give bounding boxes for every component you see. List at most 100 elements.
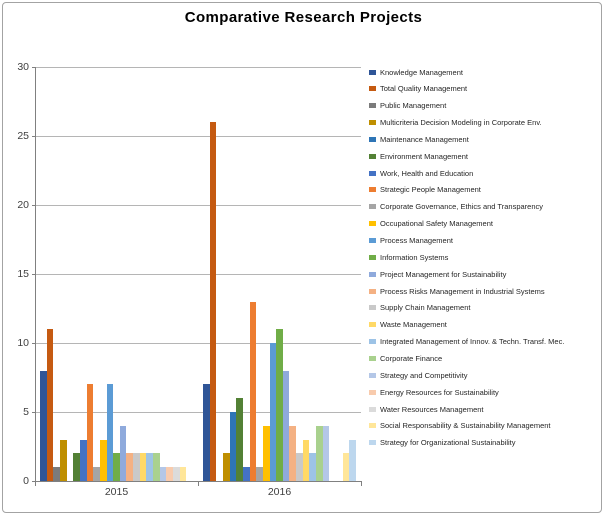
gridline — [35, 67, 361, 68]
legend-swatch-icon — [369, 170, 376, 176]
bar-2016-s11 — [269, 343, 277, 481]
bar-2016-s15 — [296, 453, 303, 481]
legend-label: Strategic People Management — [380, 185, 481, 195]
y-axis-tick-label: 15 — [17, 268, 29, 280]
y-axis-tick-label: 0 — [23, 475, 29, 487]
bar-2015-s13 — [119, 425, 127, 481]
legend-swatch-icon — [369, 406, 376, 412]
legend-swatch-icon — [369, 389, 376, 395]
bar-2016-s12 — [276, 329, 283, 481]
bar-2015-s22 — [179, 467, 187, 481]
legend-label: Maintenance Management — [380, 134, 469, 144]
bar-2015-s14 — [126, 453, 134, 481]
bar-2015-s11 — [106, 384, 114, 481]
bar-2015-s19 — [159, 467, 167, 481]
legend-label: Public Management — [380, 101, 447, 111]
legend-label: Process Management — [380, 236, 453, 245]
legend-label: Water Resources Management — [380, 404, 484, 414]
y-axis-tick — [32, 205, 35, 206]
bar-2016-s14 — [289, 425, 297, 481]
bar-2015-s18 — [153, 453, 160, 481]
legend-label: Work, Health and Education — [380, 168, 474, 178]
x-axis-tick — [35, 482, 36, 486]
bar-2016-s17 — [309, 453, 317, 481]
legend-swatch-icon — [369, 440, 376, 446]
x-axis-line — [35, 481, 362, 482]
bar-2016-s13 — [282, 370, 290, 481]
legend-swatch-icon — [369, 69, 376, 75]
y-axis-tick — [32, 136, 35, 137]
legend-label: Strategy for Organizational Sustainabili… — [380, 438, 516, 448]
legend-label: Project Management for Sustainability — [380, 269, 507, 279]
bar-2015-s6 — [73, 453, 80, 481]
legend-swatch-icon — [369, 103, 376, 109]
legend-swatch-icon — [369, 423, 376, 429]
bar-2016-s10 — [262, 425, 270, 481]
y-axis-tick — [32, 481, 35, 482]
bar-2015-s21 — [173, 467, 180, 481]
bar-2016-s1 — [203, 384, 210, 481]
gridline — [35, 205, 361, 206]
bar-2015-s15 — [133, 453, 140, 481]
bar-2015-s20 — [166, 467, 174, 481]
y-axis-tick-label: 10 — [17, 337, 29, 349]
y-axis-line — [35, 67, 36, 481]
legend-swatch-icon — [369, 355, 376, 361]
legend-swatch-icon — [369, 305, 376, 311]
legend-label: Knowledge Management — [380, 67, 463, 77]
gridline — [35, 136, 361, 137]
legend-label: Corporate Governance, Ethics and Transpa… — [380, 202, 544, 212]
bar-2016-s8 — [249, 301, 257, 481]
legend-swatch-icon — [369, 153, 376, 159]
bar-2015-s16 — [139, 453, 147, 481]
y-axis-tick — [32, 412, 35, 413]
legend-swatch-icon — [369, 120, 376, 126]
legend-label: Social Responsability & Sustainability M… — [380, 421, 551, 431]
legend-label: Multicriteria Decision Modeling in Corpo… — [380, 118, 542, 128]
gridline — [35, 412, 361, 413]
bar-2015-s12 — [113, 453, 120, 481]
y-axis-tick — [32, 343, 35, 344]
x-axis-tick — [361, 482, 362, 486]
legend-swatch-icon — [369, 288, 376, 294]
bar-2016-s16 — [302, 439, 310, 481]
bar-2016-s4 — [222, 453, 230, 481]
legend-swatch-icon — [369, 254, 376, 260]
bar-2015-s9 — [93, 467, 100, 481]
legend-swatch-icon — [369, 221, 376, 227]
legend-swatch-icon — [369, 136, 376, 142]
bar-2015-s4 — [59, 439, 67, 481]
bar-2016-s5 — [229, 412, 237, 481]
y-axis-tick-label: 5 — [23, 406, 29, 418]
legend-swatch-icon — [369, 372, 376, 378]
legend-swatch-icon — [369, 204, 376, 210]
bar-2016-s2 — [209, 122, 217, 481]
bar-2016-s19 — [322, 425, 330, 481]
bar-2015-s2 — [46, 329, 54, 481]
x-axis-label: 2016 — [267, 486, 292, 498]
chart-frame — [2, 2, 602, 513]
bar-2016-s23 — [349, 439, 356, 481]
bar-2015-s1 — [40, 370, 47, 481]
y-axis-tick — [32, 67, 35, 68]
legend-swatch-icon — [369, 187, 376, 193]
legend-label: Occupational Safety Management — [380, 219, 493, 229]
legend-swatch-icon — [369, 322, 376, 328]
y-axis-tick — [32, 274, 35, 275]
legend-swatch-icon — [369, 339, 376, 345]
legend-label: Strategy and Competitivity — [380, 370, 468, 380]
y-axis-tick-label: 25 — [17, 130, 29, 142]
x-axis-tick — [198, 482, 199, 486]
bar-2016-s22 — [342, 453, 350, 481]
legend-label: Supply Chain Management — [380, 303, 471, 313]
legend-label: Waste Management — [380, 320, 447, 330]
y-axis-tick-label: 30 — [17, 61, 29, 73]
gridline — [35, 274, 361, 275]
legend-label: Total Quality Management — [380, 84, 468, 94]
legend-label: Environment Management — [380, 151, 468, 161]
bar-2016-s9 — [256, 467, 263, 481]
bar-2015-s10 — [99, 439, 107, 481]
bar-2015-s7 — [79, 439, 87, 481]
